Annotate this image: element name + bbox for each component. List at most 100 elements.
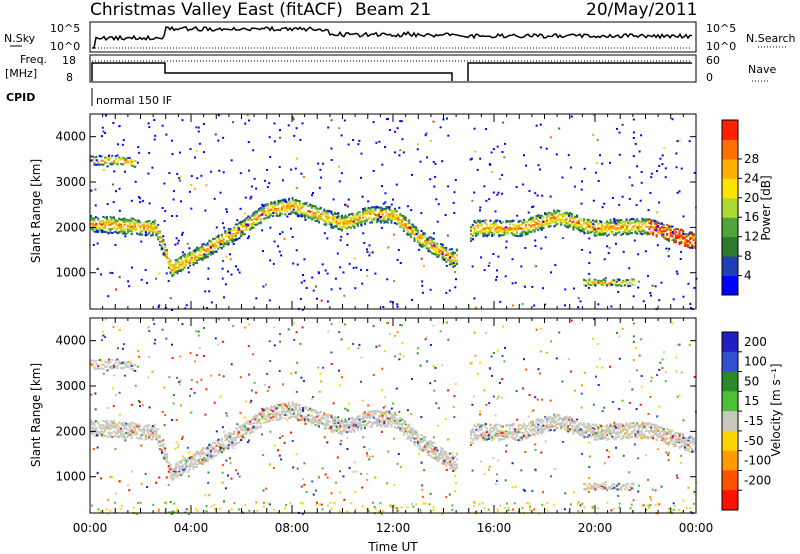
power-dot-3444	[482, 227, 485, 230]
power-dot-1474	[252, 218, 255, 221]
power-dot-1292	[231, 235, 234, 238]
power-dot-5666	[622, 280, 624, 282]
power-dot-2362	[349, 213, 352, 215]
power-dot-6862	[131, 266, 133, 269]
power-dot-734	[169, 271, 172, 274]
velocity-dot-2333	[346, 426, 349, 429]
velocity-dot-891	[187, 465, 190, 468]
power-dot-6394	[94, 188, 97, 191]
power-dot-2180	[330, 224, 333, 227]
power-dot-394	[132, 221, 135, 224]
power-dot-6818	[512, 304, 514, 307]
velocity-dot-1161	[217, 440, 220, 443]
power-dot-1944	[303, 214, 306, 217]
velocity-dot-2505	[365, 412, 368, 415]
power-dot-5146	[669, 225, 672, 228]
power-dot-2814	[399, 219, 402, 221]
power-dot-1642	[270, 208, 273, 211]
velocity-dot-331	[125, 424, 128, 427]
velocity-dot-123	[102, 427, 105, 430]
velocity-dot-2385	[353, 419, 356, 422]
nsky-frame	[89, 21, 697, 53]
velocity-dot-2175	[328, 424, 331, 427]
power-dot-6462	[434, 162, 437, 165]
power-dot-5432	[105, 161, 108, 164]
velocity-dot-1547	[259, 411, 262, 414]
velocity-dot-941	[192, 463, 195, 466]
velocity-dot-1403	[243, 437, 246, 440]
power-dot-3678	[507, 232, 510, 235]
power-dot-4648	[614, 233, 617, 236]
power-dot-5852	[188, 247, 191, 250]
power-dot-1330	[236, 223, 239, 226]
velocity-dot-923	[190, 456, 193, 458]
power-dot-3694	[508, 228, 511, 230]
power-dot-2070	[318, 207, 320, 210]
velocity-dot-1883	[296, 414, 299, 416]
power-dot-3848	[526, 227, 529, 230]
velocity-dot-1241	[226, 444, 229, 447]
power-dot-6162	[116, 154, 119, 157]
power-dot-6260	[418, 248, 421, 251]
velocity-dot-895	[187, 458, 190, 461]
power-dot-5584	[597, 279, 600, 282]
power-dot-1140	[215, 236, 218, 239]
power-dot-6218	[675, 270, 678, 273]
power-dot-2316	[344, 222, 347, 225]
power-dot-5750	[524, 247, 527, 249]
power-dot-1406	[243, 221, 246, 224]
power-dot-5514	[130, 164, 133, 167]
velocity-dot-1383	[242, 429, 244, 432]
power-dot-5326	[689, 238, 692, 241]
velocity-dot-2329	[346, 421, 349, 424]
velocity-dot-967	[196, 463, 198, 466]
power-dot-3592	[498, 230, 501, 233]
velocity-dot-2203	[332, 422, 335, 425]
power-dot-5312	[689, 246, 692, 249]
power-dot-5386	[91, 160, 94, 163]
power-dot-5984	[446, 234, 449, 237]
power-dot-2978	[418, 236, 421, 239]
power-dot-5638	[613, 282, 616, 285]
power-dot-1820	[289, 201, 292, 204]
power-dot-5706	[104, 132, 107, 134]
power-dot-4412	[588, 230, 591, 232]
power-dot-4244	[570, 221, 573, 224]
power-dot-4424	[590, 224, 593, 226]
velocity-dot-1737	[280, 411, 283, 414]
power-dot-4672	[618, 219, 621, 222]
power-dot-5908	[654, 285, 657, 288]
power-dot-5758	[330, 212, 333, 215]
power-dot-5582	[597, 281, 600, 284]
velocity-dot-2139	[325, 426, 328, 429]
power-dot-884	[187, 266, 190, 269]
power-dot-6578	[291, 116, 294, 119]
power-dot-3102	[431, 247, 434, 250]
velocity-dot-999	[199, 458, 202, 461]
power-dot-6698	[621, 195, 624, 198]
power-dot-6124	[678, 190, 681, 193]
velocity-dot-2537	[369, 412, 372, 415]
velocity-dot-1151	[215, 454, 218, 457]
power-dot-2248	[337, 223, 340, 226]
power-dot-5112	[666, 228, 669, 231]
power-dot-1382	[242, 225, 244, 228]
velocity-dot-1015	[201, 451, 204, 454]
power-dot-3278	[450, 261, 453, 264]
power-dot-5738	[396, 127, 399, 130]
power-dot-2600	[376, 214, 379, 217]
power-dot-320	[125, 232, 128, 235]
velocity-dot-1975	[307, 420, 310, 423]
power-dot-4054	[549, 218, 552, 221]
velocity-dot-2191	[330, 414, 333, 417]
power-dot-3774	[517, 225, 520, 228]
power-dot-4028	[546, 222, 548, 225]
power-dot-2990	[418, 235, 421, 238]
velocity-dot-2265	[339, 422, 342, 425]
power-dot-3486	[485, 223, 488, 226]
velocity-dot-363	[128, 425, 131, 428]
power-dot-4572	[606, 226, 609, 229]
power-dot-990	[197, 247, 200, 250]
power-dot-6758	[603, 258, 606, 261]
power-dot-6216	[424, 134, 427, 137]
